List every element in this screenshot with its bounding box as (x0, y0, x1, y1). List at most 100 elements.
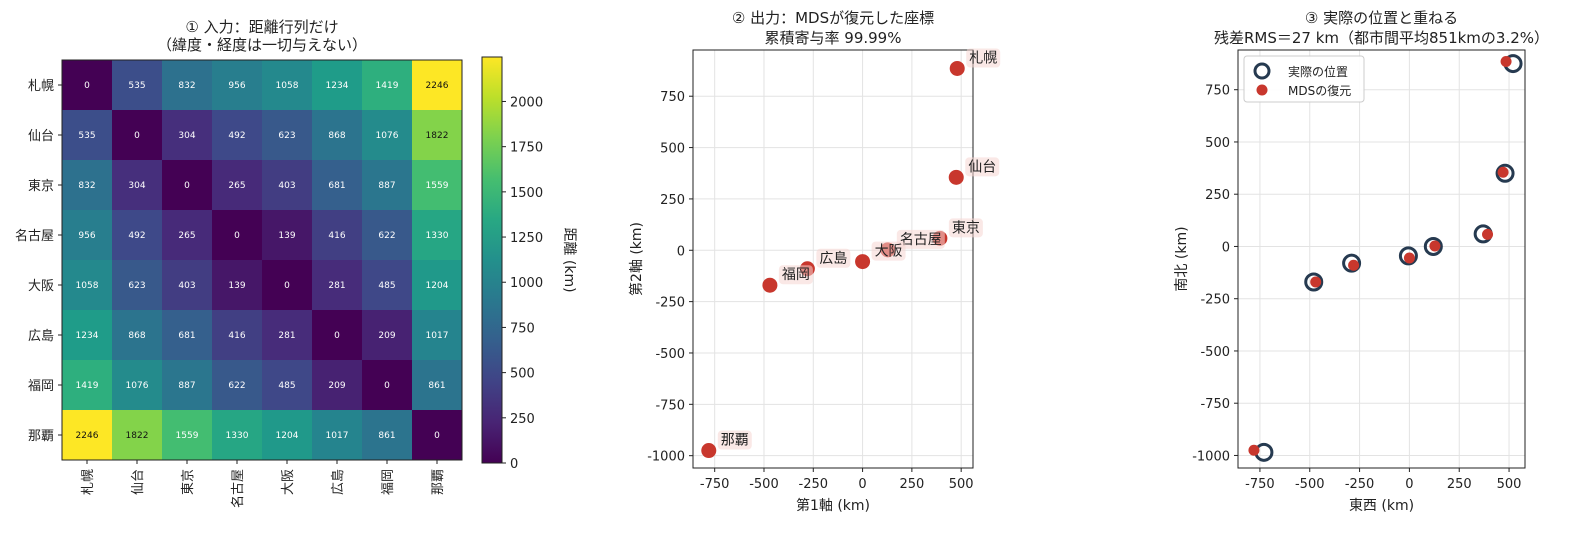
heatmap-cell (212, 310, 263, 361)
cell-value: 0 (334, 331, 340, 341)
x-tick-label: -500 (749, 477, 779, 492)
heatmap-cell (262, 260, 313, 311)
cell-value: 1559 (426, 181, 449, 191)
heatmap-cell (262, 410, 313, 461)
column-label: 札幌 (80, 469, 96, 495)
y-tick-label: -750 (655, 398, 685, 413)
heatmap-cell (112, 360, 163, 411)
cell-value: 1234 (76, 331, 99, 341)
mds-point (949, 60, 965, 76)
heatmap-cell (312, 210, 363, 261)
mds-point (948, 169, 964, 185)
chart-title: ① 入力：距離行列だけ (185, 18, 338, 36)
cell-value: 861 (428, 381, 445, 391)
heatmap-cell (212, 410, 263, 461)
cell-value: 485 (278, 381, 295, 391)
cell-value: 623 (278, 131, 295, 141)
cell-value: 535 (78, 131, 95, 141)
x-tick-label: 500 (1497, 477, 1522, 492)
point-label: 仙台 (968, 159, 996, 175)
cell-value: 492 (228, 131, 245, 141)
y-tick-label: -500 (1200, 345, 1230, 360)
cell-value: 0 (234, 231, 240, 241)
point-label: 東京 (952, 220, 980, 236)
cell-value: 0 (134, 131, 140, 141)
cell-value: 1017 (326, 431, 349, 441)
heatmap-cell (362, 360, 413, 411)
y-axis-label: 南北 (km) (1174, 226, 1190, 291)
heatmap-cell (362, 160, 413, 211)
cell-value: 832 (78, 181, 95, 191)
x-axis-label: 東西 (km) (1349, 498, 1414, 514)
heatmap-cell (312, 310, 363, 361)
y-tick-label: 0 (677, 244, 685, 259)
y-tick-label: -1000 (647, 450, 685, 465)
chart-subtitle: 累積寄与率 99.99% (765, 29, 902, 47)
x-tick-label: 500 (949, 477, 974, 492)
cell-value: 956 (78, 231, 95, 241)
x-tick-label: -750 (1245, 477, 1275, 492)
cell-value: 0 (434, 431, 440, 441)
chart-subtitle: 残差RMS＝27 km（都市間平均851kmの3.2%） (1214, 29, 1549, 47)
heatmap-cell (112, 260, 163, 311)
x-tick-label: -500 (1295, 477, 1325, 492)
cell-value: 0 (284, 281, 290, 291)
row-label: 福岡 (28, 379, 54, 394)
legend-actual-marker (1253, 62, 1271, 80)
heatmap-cell (312, 410, 363, 461)
heatmap-cell (412, 310, 463, 361)
heatmap-cell (162, 260, 213, 311)
point-label-background (717, 430, 752, 450)
colorbar-tick-label: 1250 (510, 231, 543, 246)
mds-position-marker (1500, 55, 1512, 67)
cell-value: 1559 (176, 431, 199, 441)
colorbar-tick-label: 250 (510, 412, 535, 427)
cell-value: 0 (384, 381, 390, 391)
cell-value: 956 (228, 81, 245, 91)
heatmap-cell (162, 60, 213, 111)
colorbar-tick-label: 1500 (510, 186, 543, 201)
heatmap-cell (162, 310, 213, 361)
y-tick-label: 750 (660, 90, 685, 105)
y-tick-label: 0 (1222, 240, 1230, 255)
heatmap-cell (62, 260, 113, 311)
heatmap-cell (412, 360, 463, 411)
column-label: 広島 (331, 469, 346, 495)
cell-value: 1419 (376, 81, 399, 91)
x-axis-label: 第1軸 (km) (796, 497, 870, 514)
cell-value: 403 (278, 181, 295, 191)
cell-value: 887 (378, 181, 395, 191)
y-tick-label: 750 (1205, 84, 1230, 99)
heatmap-cell (412, 60, 463, 111)
point-label-background (948, 218, 983, 238)
cell-value: 1234 (326, 81, 349, 91)
column-label: 仙台 (131, 469, 146, 495)
heatmap-cell (212, 160, 263, 211)
cell-value: 832 (178, 81, 195, 91)
point-label-background (896, 229, 945, 249)
cell-value: 887 (178, 381, 195, 391)
cell-value: 1330 (226, 431, 249, 441)
heatmap-cell (262, 360, 313, 411)
plot-frame (692, 49, 974, 469)
colorbar-tick-label: 1000 (510, 276, 543, 291)
cell-value: 416 (228, 331, 245, 341)
cell-value: 1330 (426, 231, 449, 241)
cell-value: 681 (328, 181, 345, 191)
heatmap-cell (62, 360, 113, 411)
heatmap-cell (262, 210, 313, 261)
point-label-background (778, 265, 813, 285)
heatmap-cell (112, 210, 163, 261)
cell-value: 623 (128, 281, 145, 291)
point-label-background (871, 241, 906, 261)
cell-value: 281 (278, 331, 295, 341)
y-tick-label: -500 (655, 347, 685, 362)
legend-label: MDSの復元 (1288, 83, 1351, 98)
mds-position-marker (1310, 276, 1322, 288)
cell-value: 2246 (76, 431, 99, 441)
actual-position-marker (1304, 272, 1324, 292)
mds-position-marker (1482, 228, 1494, 240)
y-axis-label: 第2軸 (km) (628, 222, 645, 296)
heatmap-cell (62, 60, 113, 111)
